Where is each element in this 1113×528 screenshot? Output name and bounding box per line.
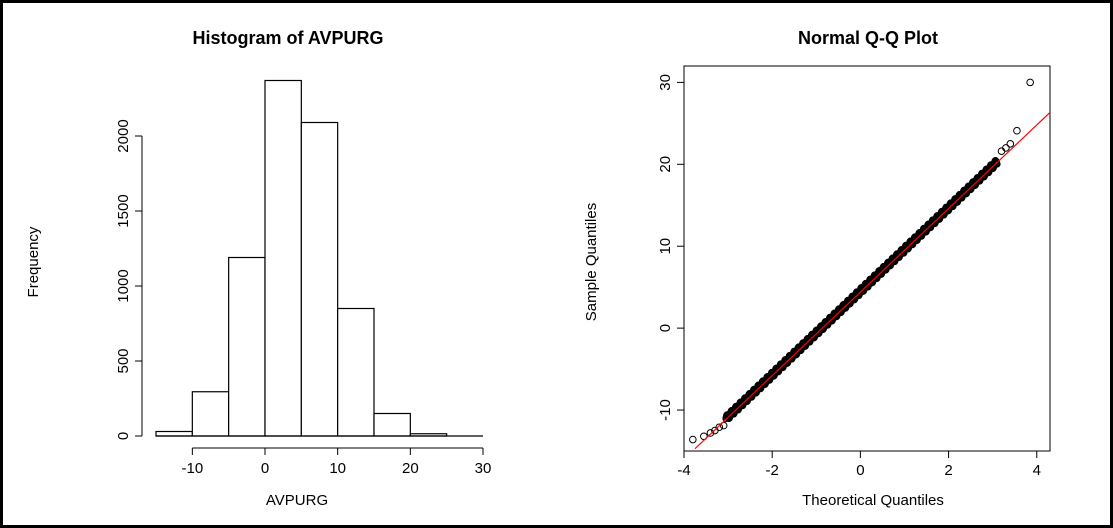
qq-point <box>689 435 697 444</box>
qq-y-axis: -10 0 10 20 30 <box>657 74 684 421</box>
qq-y-tick-label: 30 <box>657 74 674 91</box>
histogram-ylabel: Frequency <box>25 226 42 297</box>
qq-x-axis: -4 -2 0 2 4 <box>677 451 1041 479</box>
histogram-x-tick-label: 10 <box>329 460 346 477</box>
histogram-bar <box>191 391 230 437</box>
qq-x-tick-label: 2 <box>944 462 952 479</box>
histogram-y-axis: 0 500 1000 1500 2000 <box>115 119 143 440</box>
qq-point <box>1026 78 1034 87</box>
qq-reference-line <box>694 112 1051 450</box>
qq-reference-line-segment <box>694 112 1051 450</box>
qq-point <box>700 432 708 441</box>
qq-point <box>993 160 1001 168</box>
qq-x-tick-label: -2 <box>766 462 779 479</box>
histogram-bar <box>264 79 302 437</box>
qq-point <box>1002 144 1010 152</box>
qq-point <box>715 423 724 432</box>
histogram-x-tick-label: 0 <box>261 460 269 477</box>
histogram-x-tick-label: -10 <box>181 460 203 477</box>
histogram-y-tick-label: 1000 <box>115 269 132 302</box>
qq-point <box>706 429 715 437</box>
histogram-x-tick-label: 20 <box>402 460 419 477</box>
histogram-y-tick-label: 0 <box>115 432 132 440</box>
qq-plot-box <box>683 65 1051 452</box>
qq-y-tick-label: -10 <box>657 399 674 421</box>
qq-point <box>1013 126 1021 135</box>
qq-points <box>689 78 1034 444</box>
histogram-bars <box>155 79 483 437</box>
qq-xlabel: Theoretical Quantiles <box>802 492 944 509</box>
qq-x-tick-label: -4 <box>677 462 690 479</box>
histogram-y-tick-label: 2000 <box>115 119 132 152</box>
histogram-y-tick-label: 500 <box>115 348 132 373</box>
qq-ylabel: Sample Quantiles <box>583 203 600 321</box>
qq-title: Normal Q-Q Plot <box>798 28 938 48</box>
qq-panel: Normal Q-Q Plot Theoretical Quantiles Sa… <box>583 28 1051 509</box>
histogram-x-axis: -10 0 10 20 30 <box>181 447 492 477</box>
qq-x-tick-label: 0 <box>856 462 864 479</box>
histogram-panel: Histogram of AVPURG AVPURG Frequency 0 50… <box>25 28 491 509</box>
qq-point <box>997 147 1006 155</box>
qq-x-tick-label: 4 <box>1033 462 1041 479</box>
qq-y-tick-label: 20 <box>657 156 674 173</box>
qq-y-tick-label: 0 <box>657 324 674 332</box>
histogram-y-tick-label: 1500 <box>115 194 132 227</box>
histogram-bar <box>373 412 411 437</box>
qq-y-tick-label: 10 <box>657 238 674 255</box>
histogram-title: Histogram of AVPURG <box>192 28 383 48</box>
histogram-bar <box>155 430 193 437</box>
qq-point <box>1006 140 1015 148</box>
histogram-x-tick-label: 30 <box>475 460 492 477</box>
histogram-bar <box>300 121 339 437</box>
histogram-xlabel: AVPURG <box>266 492 328 509</box>
histogram-bar <box>337 307 375 437</box>
histogram-bar <box>228 256 266 437</box>
